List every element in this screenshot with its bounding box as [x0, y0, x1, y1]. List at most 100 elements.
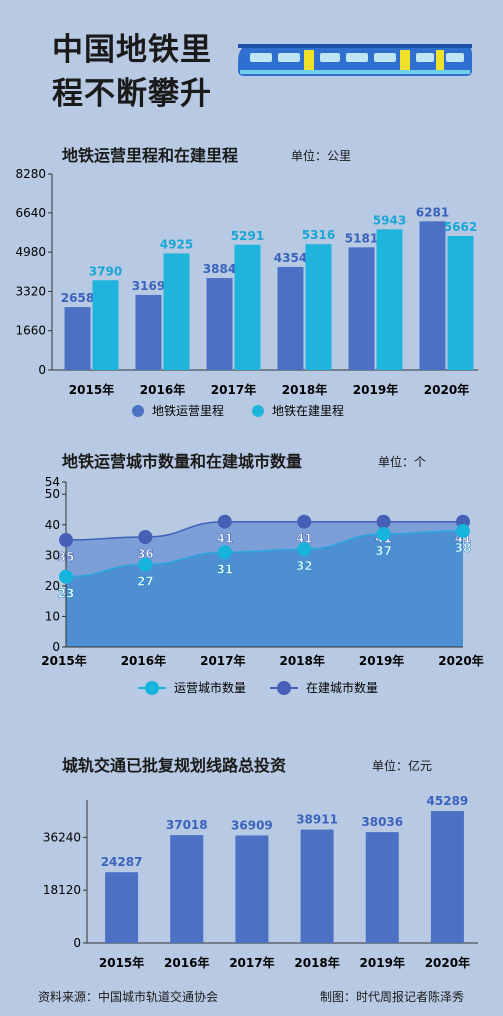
y-tick-label: 1660	[15, 324, 46, 338]
point-construction	[297, 514, 312, 529]
point-operating	[59, 569, 73, 584]
y-tick-label: 8280	[15, 167, 46, 181]
bar-operating	[419, 221, 446, 370]
x-tick-label: 2016年	[140, 382, 185, 397]
bar-construction	[163, 253, 190, 370]
legend-label: 地铁在建里程	[272, 403, 344, 418]
y-tick-label: 36240	[43, 830, 81, 844]
data-label-operating: 37	[375, 544, 392, 558]
data-label: 2658	[61, 291, 94, 305]
data-label: 4925	[160, 237, 193, 251]
bar-operating	[135, 294, 162, 370]
x-tick-label: 2017年	[211, 382, 256, 397]
title-line-1: 中国地铁里	[52, 32, 212, 68]
bar-operating	[206, 278, 233, 370]
y-tick-label: 3320	[15, 284, 46, 298]
point-operating	[297, 542, 312, 557]
page-title: 中国地铁里 程不断攀升	[52, 28, 212, 116]
legend-marker	[132, 405, 144, 417]
data-label-operating: 32	[296, 559, 313, 573]
y-tick-label: 0	[52, 640, 60, 654]
data-label-construction: 41	[216, 532, 233, 546]
y-tick-label: 10	[45, 609, 60, 623]
bar-investment	[170, 835, 204, 943]
data-label: 6281	[416, 205, 449, 219]
data-label-operating: 23	[58, 587, 75, 601]
data-label: 4354	[274, 251, 307, 265]
point-operating	[376, 526, 391, 541]
legend-label: 在建城市数量	[306, 680, 378, 695]
legend-marker	[252, 405, 264, 417]
data-label: 45289	[427, 794, 469, 808]
x-tick-label: 2019年	[359, 653, 404, 668]
y-tick-label: 18120	[43, 883, 81, 897]
data-label: 5181	[345, 231, 378, 245]
data-label-construction: 35	[58, 550, 75, 564]
x-tick-label: 2020年	[425, 955, 470, 970]
data-label: 3884	[203, 262, 236, 276]
legend-marker	[145, 681, 159, 695]
x-tick-label: 2018年	[279, 653, 324, 668]
chart1-bar-chart: 8280 6640 4980 3320 1660 0 2015年 2658 3790 2016年 3…	[15, 167, 478, 418]
legend-marker	[277, 681, 291, 695]
y-tick-label: 0	[38, 363, 46, 377]
data-label: 3790	[89, 264, 122, 278]
legend-label: 运营城市数量	[174, 680, 246, 695]
data-label-operating: 38	[455, 541, 472, 555]
chart3-title: 城轨交通已批复规划线路总投资	[62, 756, 287, 775]
data-label: 5316	[302, 228, 335, 242]
bar-investment	[365, 832, 399, 943]
point-operating	[138, 557, 153, 572]
point-construction	[138, 530, 153, 544]
bar-construction	[305, 244, 332, 370]
y-tick-label: 40	[45, 518, 60, 532]
x-tick-label: 2019年	[360, 955, 405, 970]
point-construction	[376, 514, 391, 529]
data-label-operating: 31	[216, 562, 233, 576]
bar-investment	[430, 811, 464, 943]
bar-construction	[234, 244, 261, 370]
data-label-operating: 27	[137, 575, 154, 589]
y-tick-label: 6640	[15, 206, 46, 220]
title-line-2: 程不断攀升	[52, 76, 212, 112]
y-tick-label: 30	[45, 548, 60, 562]
point-construction	[59, 533, 73, 548]
footer-credit: 制图：时代周报记者陈泽秀	[320, 990, 465, 1004]
chart2-title: 地铁运营城市数量和在建城市数量	[62, 452, 303, 471]
x-tick-label: 2019年	[353, 382, 398, 397]
y-tick-label: 4980	[15, 245, 46, 259]
data-label: 38911	[296, 813, 338, 827]
x-tick-label: 2016年	[121, 653, 166, 668]
bar-construction	[447, 235, 474, 370]
x-tick-label: 2018年	[282, 382, 327, 397]
bar-investment	[300, 829, 334, 943]
y-tick-label: 0	[73, 936, 81, 950]
data-label: 36909	[231, 818, 273, 832]
data-label: 38036	[361, 815, 403, 829]
bar-operating	[348, 247, 375, 370]
point-operating	[217, 545, 232, 560]
line-operating	[65, 530, 464, 578]
chart2-unit: 单位：个	[378, 455, 427, 469]
y-tick-label: 20	[45, 579, 60, 593]
point-construction	[217, 514, 232, 529]
chart1-title: 地铁运营里程和在建里程	[62, 146, 239, 165]
x-tick-label: 2017年	[200, 653, 245, 668]
data-label-construction: 36	[137, 547, 154, 561]
data-label-construction: 41	[296, 532, 313, 546]
x-tick-label: 2015年	[69, 382, 114, 397]
bar-operating	[64, 307, 91, 370]
chart1-unit: 单位：公里	[291, 149, 352, 163]
bar-operating	[277, 266, 304, 370]
y-tick-label: 50	[45, 487, 60, 501]
bar-investment	[235, 835, 269, 943]
chart3-unit: 单位：亿元	[372, 759, 433, 773]
x-tick-label: 2015年	[41, 653, 86, 668]
bar-construction	[376, 229, 403, 370]
data-label: 5943	[373, 213, 406, 227]
x-tick-label: 2020年	[438, 653, 483, 668]
data-label: 24287	[101, 855, 143, 869]
x-tick-label: 2016年	[164, 955, 209, 970]
data-label: 5291	[231, 229, 264, 243]
